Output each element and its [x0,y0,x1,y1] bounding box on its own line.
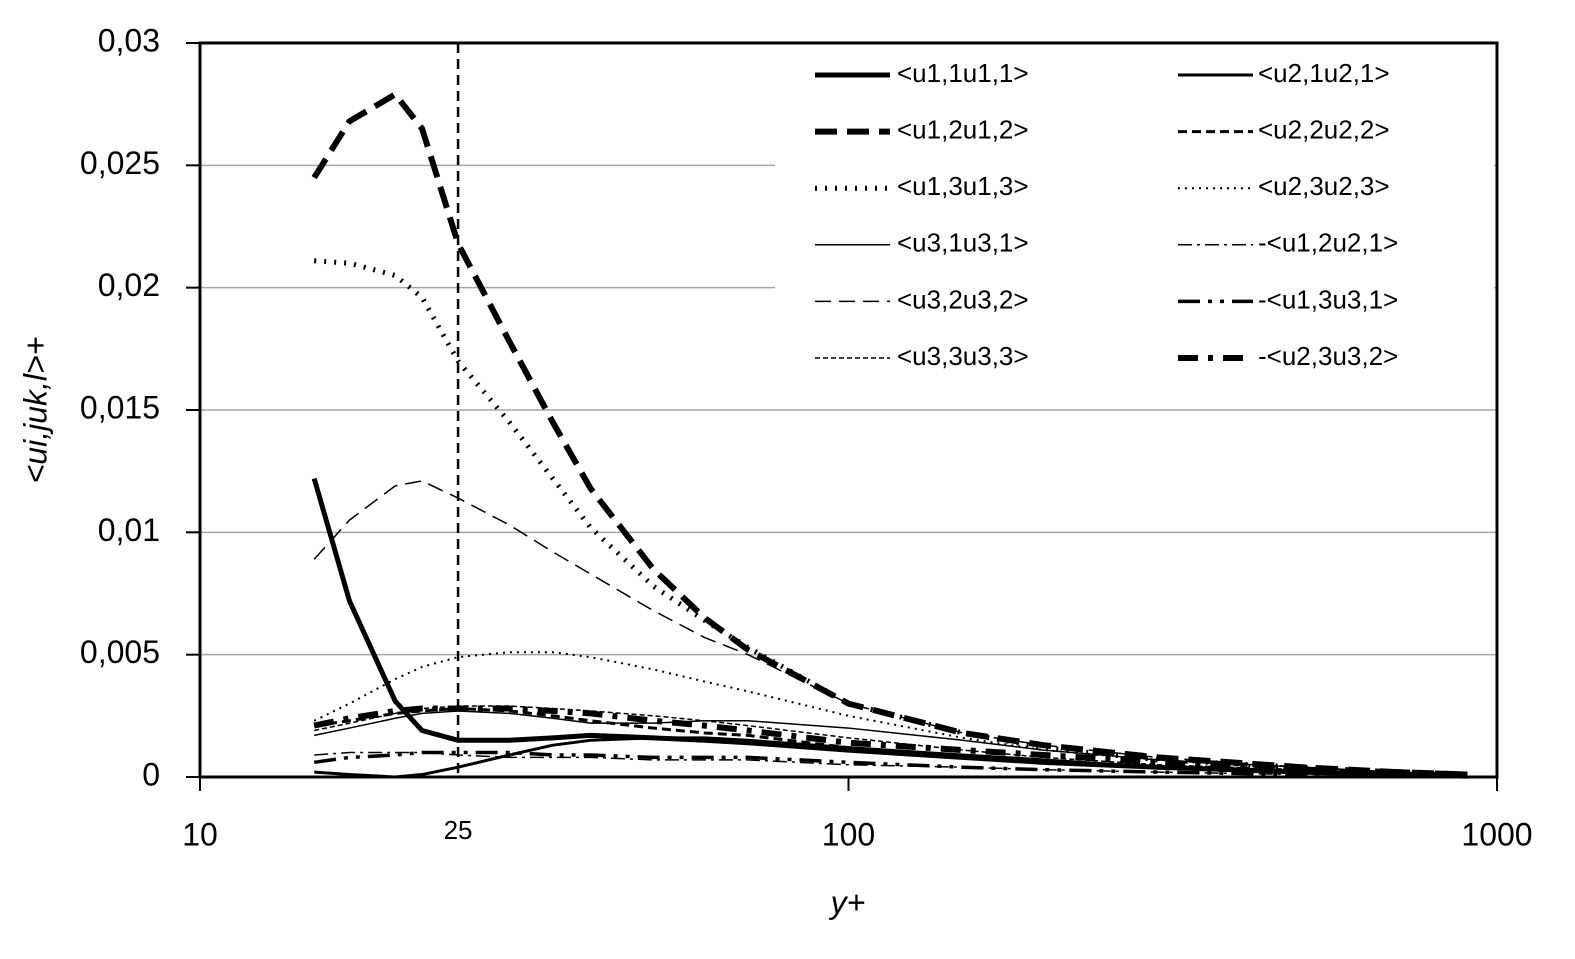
series-line [314,258,1468,778]
legend-label: <u3,3u3,3> [897,341,1029,371]
y-tick-label: 0,015 [80,389,160,425]
y-tick-label: 0,005 [80,634,160,670]
legend-label: <u2,1u2,1> [1258,58,1390,88]
x-tick-label: 1000 [1461,816,1532,852]
series-line [313,705,1468,778]
x-tick-label: 10 [182,816,218,852]
series-line [311,477,1468,778]
legend-label: <u1,3u1,3> [897,171,1029,201]
x-axis-label: y+ [829,884,866,920]
y-tick-label: 0,01 [98,512,160,548]
legend-label: <u3,1u3,1> [897,228,1029,258]
plot-frame [198,41,1499,779]
reference-label: 25 [444,815,473,845]
y-tick-label: 0,02 [98,267,160,303]
x-tick-label: 100 [822,816,875,852]
series-line [313,480,1468,776]
legend-box [775,46,1494,390]
legend-label: <u1,2u1,2> [897,114,1029,144]
legend-label: -<u2,3u3,2> [1258,341,1398,371]
y-tick-label: 0 [142,756,160,792]
y-axis-label: <ui,juk,l>+ [17,337,53,484]
legend-label: <u2,2u2,2> [1258,114,1390,144]
legend-label: <u1,1u1,1> [897,58,1029,88]
legend-label: -<u1,2u2,1> [1258,228,1398,258]
legend-label: -<u1,3u3,1> [1258,284,1398,314]
y-tick-label: 0,03 [98,22,160,58]
y-tick-label: 0,025 [80,145,160,181]
legend-label: <u2,3u2,3> [1258,171,1390,201]
series-line [313,750,1468,779]
legend-label: <u3,2u3,2> [897,284,1029,314]
